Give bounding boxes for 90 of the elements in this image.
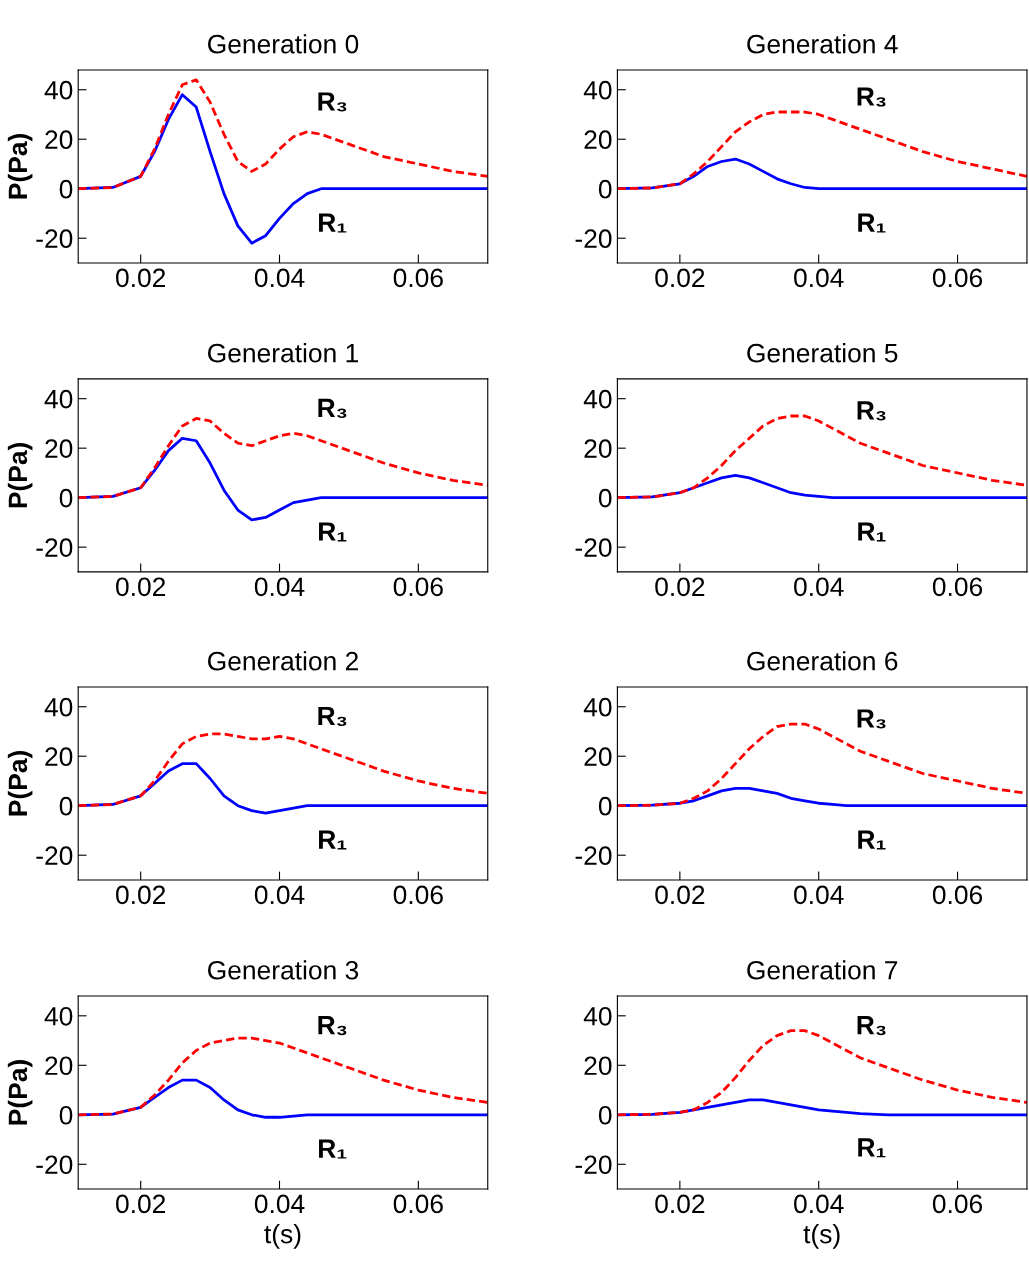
series-label: R₁ (858, 213, 886, 233)
y-tick-label: 0 (598, 796, 612, 816)
x-tick-label: 0.02 (655, 577, 705, 597)
x-tick-label: 0.04 (794, 1194, 844, 1214)
series-label: R₁ (858, 522, 886, 542)
series-label: R₃ (857, 401, 886, 421)
y-axis-title: P(Pa) (7, 751, 33, 816)
y-tick-label: 0 (59, 488, 73, 508)
x-tick-label: 0.04 (254, 1194, 305, 1214)
x-tick-label: 0.06 (393, 1194, 443, 1214)
y-tick-label: 20 (45, 439, 73, 458)
y-tick-label: -20 (575, 1155, 612, 1175)
series-label: R₃ (318, 706, 347, 727)
x-tick-label: 0.06 (932, 1194, 983, 1214)
y-tick-label: 0 (59, 179, 73, 199)
x-axis-title: t(s) (803, 1224, 840, 1249)
y-tick-label: 40 (583, 697, 612, 717)
x-tick-label: 0.02 (655, 268, 705, 288)
chart-title: Generation 6 (747, 651, 898, 671)
x-tick-label: 0.02 (116, 268, 166, 288)
y-axis-title: P(Pa) (7, 134, 33, 199)
y-tick-label: 40 (44, 80, 73, 100)
series-label: R₁ (319, 830, 347, 850)
y-tick-label: 20 (584, 130, 612, 150)
series-label: R₃ (318, 398, 347, 418)
chart-title: Generation 1 (208, 343, 358, 363)
y-tick-label: -20 (575, 846, 612, 866)
y-tick-label: 20 (584, 439, 612, 458)
y-tick-label: -20 (575, 538, 612, 557)
x-tick-label: 0.06 (932, 577, 983, 597)
y-tick-label: 0 (59, 796, 73, 816)
x-tick-label: 0.02 (116, 885, 166, 905)
y-tick-label: 40 (44, 697, 73, 717)
y-tick-label: 40 (583, 1006, 612, 1026)
y-axis-title: P(Pa) (7, 442, 33, 508)
x-tick-label: 0.06 (393, 885, 443, 905)
y-tick-label: 40 (583, 80, 612, 100)
series-label: R₃ (857, 709, 886, 729)
series-label: R₃ (857, 87, 886, 107)
series-label: R₁ (858, 1138, 886, 1158)
y-tick-label: 20 (584, 747, 612, 767)
y-tick-label: -20 (36, 846, 73, 866)
x-tick-label: 0.04 (794, 268, 844, 288)
series-label: R₁ (858, 830, 886, 850)
x-tick-label: 0.04 (794, 885, 844, 905)
y-axis-title: P(Pa) (7, 1060, 33, 1125)
series-label: R₁ (319, 522, 347, 542)
series-label: R₁ (319, 213, 347, 233)
series-label: R₃ (857, 1015, 886, 1036)
y-tick-label: 0 (598, 488, 612, 508)
y-tick-label: 40 (583, 389, 612, 409)
line-series (617, 110, 1027, 191)
line-series (78, 732, 488, 808)
chart-title: Generation 2 (208, 651, 358, 671)
x-tick-label: 0.06 (932, 268, 983, 288)
x-tick-label: 0.02 (655, 885, 705, 905)
x-tick-label: 0.04 (254, 268, 305, 288)
y-tick-label: 0 (598, 1105, 612, 1125)
y-tick-label: 40 (44, 389, 73, 409)
x-tick-label: 0.02 (655, 1194, 705, 1214)
chart-title: Generation 3 (208, 960, 359, 980)
x-tick-label: 0.04 (254, 577, 305, 597)
y-tick-label: -20 (36, 1155, 73, 1175)
y-tick-label: 20 (45, 130, 73, 150)
x-tick-label: 0.04 (254, 885, 305, 905)
x-tick-label: 0.06 (932, 885, 983, 905)
series-label: R₁ (319, 1139, 347, 1159)
line-series (78, 1036, 488, 1117)
y-tick-label: 20 (584, 1056, 612, 1076)
y-tick-label: 20 (45, 747, 73, 767)
y-tick-label: 0 (59, 1105, 73, 1125)
y-tick-label: -20 (36, 229, 73, 249)
x-tick-label: 0.06 (393, 268, 443, 288)
x-tick-label: 0.02 (116, 1194, 166, 1214)
y-tick-label: 20 (45, 1056, 73, 1076)
line-series (78, 78, 488, 191)
y-tick-label: -20 (575, 229, 612, 249)
x-axis-title: t(s) (264, 1224, 301, 1249)
y-tick-label: 40 (44, 1006, 73, 1026)
y-tick-label: -20 (36, 538, 73, 557)
series-label: R₃ (318, 1015, 347, 1036)
x-tick-label: 0.06 (393, 577, 443, 597)
y-tick-label: 0 (598, 179, 612, 199)
chart-title: Generation 0 (208, 34, 359, 54)
chart-title: Generation 5 (747, 343, 898, 363)
chart-title: Generation 4 (747, 34, 898, 54)
series-label: R₃ (318, 92, 347, 112)
chart-title: Generation 7 (747, 960, 898, 980)
x-tick-label: 0.04 (794, 577, 844, 597)
x-tick-label: 0.02 (116, 577, 166, 597)
